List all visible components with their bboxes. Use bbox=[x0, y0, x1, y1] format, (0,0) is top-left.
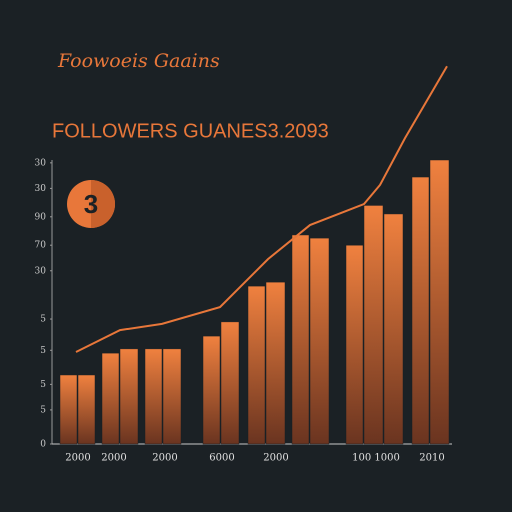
bar bbox=[77, 374, 96, 445]
y-tick-label: 30 bbox=[35, 158, 47, 168]
y-tick-label: 70 bbox=[35, 241, 47, 251]
x-tick-label: 2000 bbox=[263, 453, 288, 464]
y-tick-label: 5 bbox=[40, 380, 46, 390]
bar bbox=[247, 285, 266, 445]
bar bbox=[265, 281, 286, 445]
y-tick-label: 30 bbox=[35, 266, 47, 276]
bar bbox=[411, 176, 430, 445]
bar bbox=[291, 234, 310, 445]
y-tick-label: 0 bbox=[40, 440, 46, 450]
x-tick-label: 2000 bbox=[101, 453, 126, 464]
badge-label: 3 bbox=[84, 189, 98, 219]
x-tick-label: 6000 bbox=[209, 453, 234, 464]
y-tick-label: 90 bbox=[35, 212, 47, 222]
growth-line bbox=[75, 65, 448, 353]
y-tick-label: 5 bbox=[40, 315, 46, 325]
y-tick-label: 30 bbox=[35, 184, 47, 194]
bar bbox=[345, 244, 364, 445]
x-tick-label: 2000 bbox=[152, 453, 177, 464]
bar bbox=[202, 335, 221, 445]
bar bbox=[119, 348, 139, 445]
bar bbox=[429, 159, 450, 445]
x-tick-label: 100 1000 bbox=[352, 453, 400, 464]
chart-subtitle: Foowoeis Gaains bbox=[57, 50, 220, 72]
y-tick-label: 5 bbox=[40, 405, 46, 415]
bar bbox=[220, 321, 240, 445]
bar bbox=[59, 374, 78, 445]
badge-shade bbox=[91, 180, 115, 228]
y-tick-label: 5 bbox=[40, 346, 46, 356]
chart-title: FOLLOWERS GUANES3.2093 bbox=[52, 120, 329, 142]
x-tick-label: 2000 bbox=[65, 453, 90, 464]
x-tick-label: 2010 bbox=[419, 453, 444, 464]
bar bbox=[101, 352, 120, 445]
bar bbox=[144, 348, 163, 445]
bar bbox=[162, 348, 182, 445]
bar bbox=[363, 205, 384, 445]
bar bbox=[309, 237, 330, 445]
bar bbox=[383, 213, 404, 445]
